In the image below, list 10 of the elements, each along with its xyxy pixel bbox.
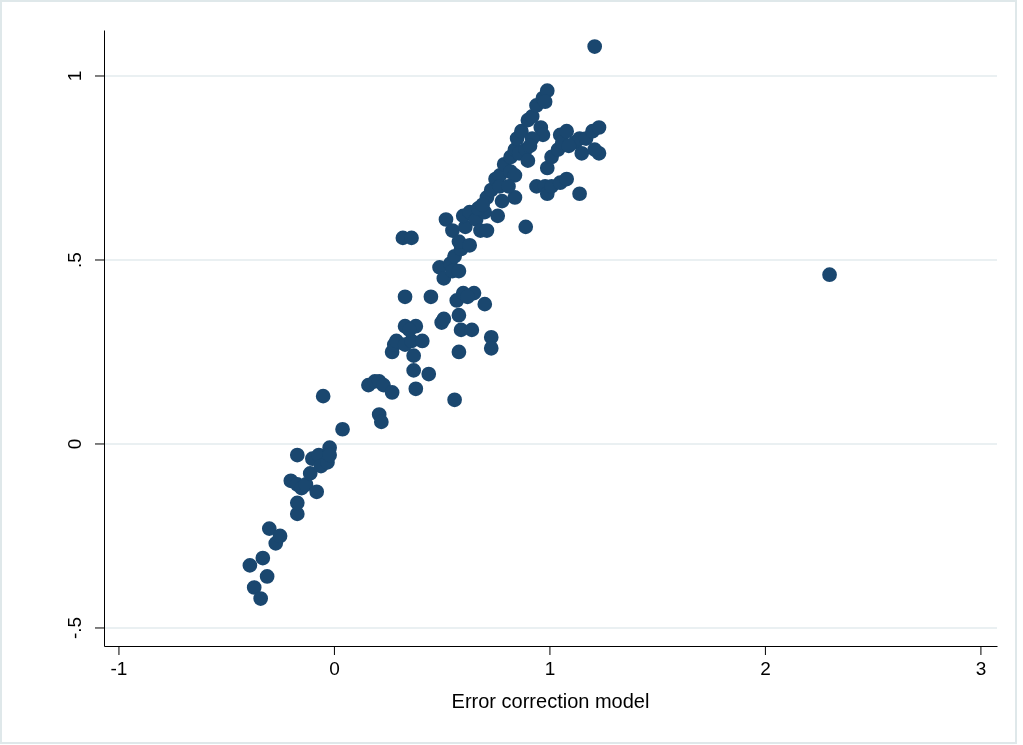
x-tick-label: -1: [110, 658, 128, 680]
x-tick-label: 2: [760, 658, 771, 680]
x-tick-label: 0: [329, 658, 340, 680]
y-tick-label: .5: [63, 252, 85, 268]
y-tick-label: -.5: [63, 616, 85, 640]
y-tick-label: 1: [63, 70, 85, 82]
x-tick-label: 1: [544, 658, 556, 680]
x-axis-title: Error correction model: [451, 690, 650, 712]
y-tick-label: 0: [63, 438, 85, 450]
x-tick-label: 3: [975, 658, 987, 680]
